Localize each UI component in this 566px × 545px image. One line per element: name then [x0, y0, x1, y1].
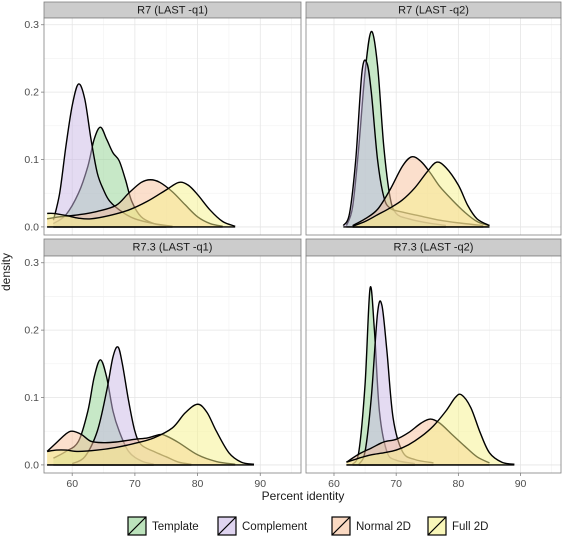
y-tick-label: 0.2 — [24, 87, 39, 99]
legend-swatch-diagonal — [331, 516, 351, 536]
density-areas — [342, 30, 490, 228]
y-tick-label: 0.1 — [24, 392, 39, 404]
panel: R7.3 (LAST -q2) 60 70 80 90 — [305, 238, 562, 490]
panel-title: R7 (LAST -q1) — [137, 5, 208, 17]
density-area-fill — [358, 300, 434, 465]
legend-swatch-diagonal — [217, 516, 237, 536]
legend-swatch-diagonal — [427, 516, 447, 536]
legend-item: Normal 2D — [331, 516, 411, 536]
legend-item: Complement — [217, 516, 308, 536]
density-area-fill — [343, 60, 484, 227]
panels: R7 (LAST -q1) 0.0 0.1 0.2 0.3 R7 (LAST -q2) R7… — [24, 1, 562, 490]
legend-label: Normal 2D — [356, 521, 411, 533]
density-curve — [47, 403, 255, 465]
x-tick-label: 80 — [192, 478, 204, 490]
density-area-fill — [53, 83, 173, 227]
x-tick-label: 60 — [328, 478, 340, 490]
panel-title: R7 (LAST -q2) — [398, 5, 469, 17]
x-tick-label: 90 — [515, 478, 527, 490]
x-tick-label: 70 — [129, 478, 141, 490]
y-tick-label: 0.3 — [24, 19, 39, 31]
panel-title: R7.3 (LAST -q2) — [394, 242, 474, 254]
density-areas — [346, 286, 515, 466]
x-axis-title: Percent identity — [262, 489, 345, 503]
density-areas — [46, 346, 255, 466]
y-tick-label: 0.1 — [24, 154, 39, 166]
legend-label: Complement — [242, 521, 308, 533]
panel-title: R7.3 (LAST -q1) — [133, 242, 213, 254]
gridlines — [306, 18, 561, 235]
density-area-fill — [352, 162, 490, 227]
y-tick-label: 0.2 — [24, 325, 39, 337]
x-tick-label: 60 — [66, 478, 78, 490]
legend-swatch-diagonal — [127, 516, 147, 536]
panel: R7 (LAST -q2) — [305, 1, 562, 236]
y-axis-title: density — [0, 253, 13, 291]
panel-border — [43, 17, 302, 236]
panel-border — [305, 17, 562, 236]
density-curve — [352, 161, 490, 227]
x-tick-label: 80 — [453, 478, 465, 490]
density-curve — [346, 393, 515, 465]
y-tick-label: 0.0 — [24, 221, 39, 233]
density-area-fill — [72, 346, 192, 465]
x-tick-label: 70 — [390, 478, 402, 490]
panel: R7.3 (LAST -q1) 0.0 0.1 0.2 0.3 60 70 80 90 — [24, 238, 302, 490]
legend-label: Template — [152, 521, 199, 533]
legend: Template Complement Normal 2D Full 2D — [127, 516, 488, 536]
panel-border — [43, 255, 302, 474]
legend-item: Full 2D — [427, 516, 488, 536]
y-tick-label: 0.3 — [24, 257, 39, 269]
density-curve — [47, 181, 236, 227]
legend-item: Template — [127, 516, 199, 536]
density-area-fill — [47, 404, 254, 465]
y-tick-label: 0.0 — [24, 459, 39, 471]
panel: R7 (LAST -q1) 0.0 0.1 0.2 0.3 — [24, 1, 302, 236]
panel-border — [305, 255, 562, 474]
legend-label: Full 2D — [452, 521, 488, 533]
density-areas — [47, 83, 236, 228]
x-tick-label: 90 — [254, 478, 266, 490]
